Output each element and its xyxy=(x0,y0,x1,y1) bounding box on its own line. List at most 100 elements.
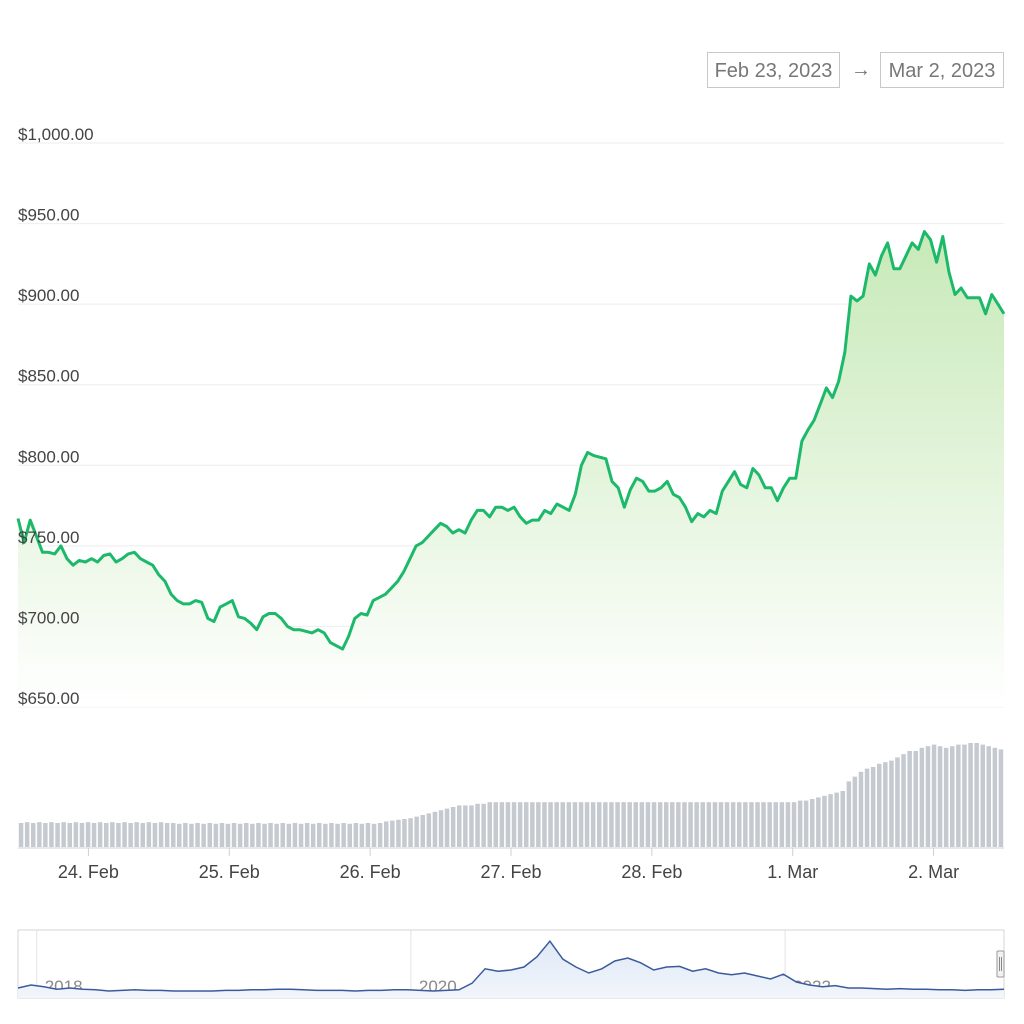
volume-bar xyxy=(207,823,212,847)
volume-bar xyxy=(43,823,48,847)
volume-bar xyxy=(694,802,699,847)
volume-bar xyxy=(457,805,462,847)
volume-bar xyxy=(268,823,273,847)
volume-bar xyxy=(907,751,912,847)
volume-bar xyxy=(517,802,523,847)
volume-bar xyxy=(779,802,785,847)
volume-bar xyxy=(250,823,255,847)
volume-bar xyxy=(621,802,626,847)
volume-bar xyxy=(463,805,468,847)
volume-bar xyxy=(164,823,170,847)
volume-bar xyxy=(761,802,766,847)
volume-bar xyxy=(323,823,328,847)
navigator-handle[interactable] xyxy=(996,950,1005,978)
volume-bar xyxy=(840,791,845,847)
volume-bar xyxy=(505,802,511,847)
volume-bar xyxy=(18,823,24,847)
volume-bar xyxy=(499,802,505,847)
volume-bar xyxy=(870,767,876,847)
volume-bar xyxy=(834,792,839,847)
volume-bar xyxy=(487,802,492,847)
volume-bar xyxy=(664,802,669,847)
volume-bar xyxy=(986,746,991,847)
volume-bar xyxy=(718,802,724,847)
volume-bar xyxy=(937,746,943,847)
volume-bar xyxy=(931,744,937,847)
volume-bar xyxy=(24,822,30,847)
volume-bar xyxy=(578,802,584,847)
volume-bar xyxy=(329,823,334,847)
y-tick-label: $650.00 xyxy=(18,689,79,708)
volume-bar xyxy=(992,747,998,847)
volume-bar xyxy=(304,823,310,847)
price-line xyxy=(16,230,1006,651)
volume-bar xyxy=(584,802,590,847)
volume-bar xyxy=(402,819,407,847)
volume-bar xyxy=(852,776,858,847)
volume-bar xyxy=(414,816,419,847)
x-tick-label: 28. Feb xyxy=(621,862,682,882)
volume-bar xyxy=(943,747,949,847)
y-tick-label: $800.00 xyxy=(18,447,79,466)
volume-bar xyxy=(791,802,797,847)
volume-bar xyxy=(670,802,675,847)
volume-bar xyxy=(213,823,219,847)
volume-bar xyxy=(816,797,821,847)
volume-bar xyxy=(335,823,340,847)
volume-bar xyxy=(639,802,645,847)
x-tick-label: 26. Feb xyxy=(340,862,401,882)
volume-bar xyxy=(493,802,498,847)
volume-bar xyxy=(292,823,298,847)
volume-bar xyxy=(298,823,304,847)
volume-bar xyxy=(998,749,1004,847)
volume-bar xyxy=(158,822,164,847)
y-tick-label: $950.00 xyxy=(18,206,79,225)
volume-bar xyxy=(79,823,85,847)
volume-bar xyxy=(256,823,261,847)
volume-bar xyxy=(85,822,91,847)
volume-bar xyxy=(609,802,614,847)
volume-bar xyxy=(572,802,578,847)
volume-bar xyxy=(116,823,121,847)
volume-bar xyxy=(980,744,985,847)
volume-bar xyxy=(244,823,249,847)
volume-bar xyxy=(822,795,827,847)
volume-bar xyxy=(524,802,529,847)
volume-bar xyxy=(110,822,115,847)
volume-bar xyxy=(767,802,772,847)
volume-bar xyxy=(67,823,72,847)
x-tick-label: 2. Mar xyxy=(908,862,959,882)
volume-bar xyxy=(377,823,383,847)
y-tick-label: $700.00 xyxy=(18,608,79,627)
volume-bar xyxy=(469,805,474,847)
volume-bar xyxy=(536,802,541,847)
volume-bar xyxy=(171,823,176,847)
date-range-from-input[interactable]: Feb 23, 2023 xyxy=(707,52,840,88)
volume-bar xyxy=(408,818,413,847)
volume-bar xyxy=(177,823,182,847)
date-range-to-input[interactable]: Mar 2, 2023 xyxy=(880,52,1004,88)
volume-bar xyxy=(889,760,894,847)
volume-bar xyxy=(274,823,279,847)
volume-bar xyxy=(883,762,888,847)
volume-bar xyxy=(475,803,480,847)
volume-bar xyxy=(560,802,565,847)
volume-bar xyxy=(31,823,36,847)
volume-bar xyxy=(895,757,900,847)
volume-bar xyxy=(877,763,882,847)
volume-bar xyxy=(597,802,602,847)
volume-bar xyxy=(432,811,438,847)
volume-bar xyxy=(347,823,352,847)
volume-bar xyxy=(91,823,97,847)
volume-bar xyxy=(950,746,955,847)
volume-bar xyxy=(353,823,359,847)
volume-bar xyxy=(846,781,852,847)
volume-bar xyxy=(797,800,803,847)
volume-bar xyxy=(134,822,139,847)
volume-bar xyxy=(974,743,979,847)
volume-bar xyxy=(755,802,760,847)
volume-bar xyxy=(49,822,54,847)
volume-bar xyxy=(128,823,133,847)
volume-bar xyxy=(262,823,267,847)
